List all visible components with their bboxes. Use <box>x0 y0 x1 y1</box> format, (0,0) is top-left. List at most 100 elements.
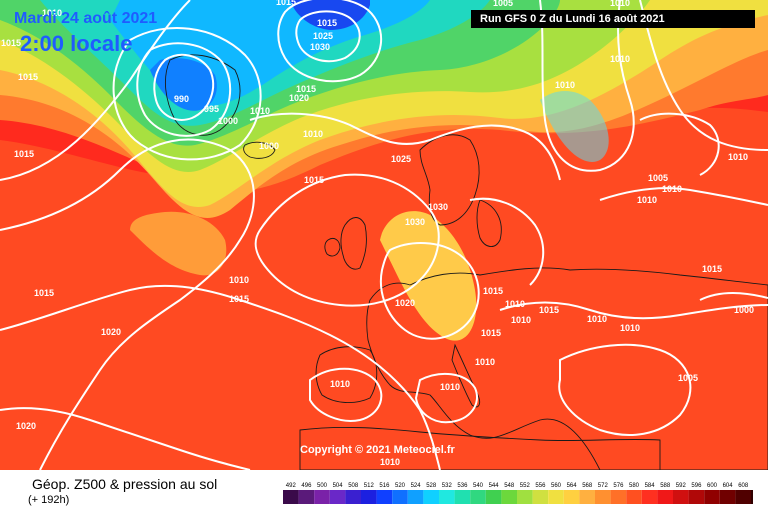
legend-swatch <box>548 490 564 504</box>
forecast-local-time: 2:00 locale <box>20 31 133 56</box>
isobar-label: 1030 <box>310 42 330 52</box>
legend-swatch <box>439 490 455 504</box>
isobar-line <box>558 343 692 436</box>
coastlines <box>165 54 768 470</box>
isobar-label: 1015 <box>296 84 316 94</box>
greenland-coast <box>165 54 241 136</box>
legend-swatch <box>345 490 361 504</box>
z500-field-central-europe <box>380 211 477 341</box>
isobar-label: 1010 <box>587 314 607 324</box>
legend-swatch <box>610 490 627 504</box>
isobar-label: 1015 <box>1 38 21 48</box>
isobar-line <box>599 187 768 206</box>
legend-value-label: 568 <box>582 483 593 489</box>
isobar-label: 1005 <box>678 373 698 383</box>
legend-value-label: 552 <box>520 483 531 489</box>
isobar-label: 1015 <box>276 0 296 7</box>
legend-swatch <box>719 490 736 504</box>
copyright-notice: Copyright © 2021 Meteociel.fr <box>300 444 455 456</box>
isobar-label: 1015 <box>702 264 722 274</box>
isobar-label: 1000 <box>734 305 754 315</box>
isobar-label: 1020 <box>395 298 415 308</box>
pressure-labels: 1010 1015 1015 1005 1015 1025 1030 1010 … <box>1 0 754 467</box>
map-title: Géop. Z500 & pression au sol <box>32 476 218 492</box>
legend-swatch <box>751 490 753 504</box>
scandinavia-coast <box>419 134 480 226</box>
legend-value-label: 592 <box>676 483 687 489</box>
legend-value-label: 584 <box>645 483 656 489</box>
legend-swatch <box>392 490 408 504</box>
isobar-label: 1005 <box>493 0 513 8</box>
isobar-label: 1015 <box>229 294 249 304</box>
legend-swatch <box>329 490 346 504</box>
legend-swatch <box>517 490 533 504</box>
legend-value-label: 524 <box>411 483 422 489</box>
isobar-label: 1030 <box>405 217 425 227</box>
legend-swatch <box>704 490 720 504</box>
isobar-label: 1010 <box>620 323 640 333</box>
isobar-label: 1010 <box>511 315 531 325</box>
isobar-label: 1010 <box>610 54 630 64</box>
isobar-line <box>639 112 720 176</box>
legend-swatch <box>595 490 611 504</box>
isobar-label: 1025 <box>391 154 411 164</box>
legend-swatch <box>641 490 658 504</box>
legend-value-label: 500 <box>317 483 328 489</box>
isobar-line <box>249 112 561 181</box>
legend-value-label: 544 <box>489 483 500 489</box>
color-legend: 492 496 500 504 508 512 516 520 524 528 532 536 540 5… <box>283 483 753 504</box>
legend-value-label: 504 <box>333 483 344 489</box>
isobar-line <box>254 173 440 307</box>
isobar-label: 1000 <box>218 116 238 126</box>
legend-swatch <box>563 490 580 504</box>
isobar-label: 1010 <box>42 8 62 18</box>
legend-value-label: 512 <box>364 483 375 489</box>
isobar-label: 1015 <box>14 149 34 159</box>
isobar-label: 1010 <box>250 106 270 116</box>
iberia-coast <box>315 346 378 403</box>
model-run-banner: Run GFS 0 Z du Lundi 16 août 2021 <box>471 10 755 28</box>
isobar-label: 1010 <box>440 382 460 392</box>
isobar-label: 1010 <box>662 184 682 194</box>
legend-value-label: 600 <box>707 483 718 489</box>
isobar-line <box>499 301 768 320</box>
z500-field-bright-north <box>540 91 609 162</box>
geopotential-map: 1010 1015 1015 1005 1015 1025 1030 1010 … <box>0 0 768 470</box>
legend-swatch <box>470 490 486 504</box>
legend-value-label: 532 <box>442 483 453 489</box>
legend-value-label: 548 <box>504 483 515 489</box>
isobar-line <box>295 10 361 63</box>
isobar-line <box>639 0 768 151</box>
legend-swatch <box>626 490 642 504</box>
british-isles-coast <box>340 217 367 270</box>
legend-swatch <box>579 490 595 504</box>
legend-value-label: 496 <box>301 483 312 489</box>
isobar-line <box>309 367 383 422</box>
isobar-label: 1010 <box>610 0 630 8</box>
isobar-label: 1015 <box>34 288 54 298</box>
legend-swatch <box>673 490 689 504</box>
isobar-label: 1010 <box>303 129 323 139</box>
isobar-line <box>277 0 383 83</box>
legend-value-label: 576 <box>613 483 624 489</box>
legend-value-label: 596 <box>691 483 702 489</box>
legend-swatch <box>298 490 315 504</box>
legend-swatch <box>485 490 502 504</box>
legend-value-label: 520 <box>395 483 406 489</box>
isobar-line <box>112 27 262 161</box>
isobar-line <box>414 372 478 424</box>
legend-value-label: 492 <box>286 483 297 489</box>
legend-value-label: 564 <box>567 483 578 489</box>
legend-value-label: 588 <box>660 483 671 489</box>
isobar-line <box>136 42 232 137</box>
legend-value-label: 560 <box>551 483 562 489</box>
legend-value-label: 604 <box>723 483 734 489</box>
legend-swatch <box>376 490 393 504</box>
forecast-date: Mardi 24 août 2021 <box>14 10 158 27</box>
legend-swatch <box>314 490 330 504</box>
isobar-label: 1000 <box>259 141 279 151</box>
z500-field-atlantic-ridge <box>130 211 227 276</box>
legend-value-label: 508 <box>348 483 359 489</box>
isobar-label: 1010 <box>505 299 525 309</box>
